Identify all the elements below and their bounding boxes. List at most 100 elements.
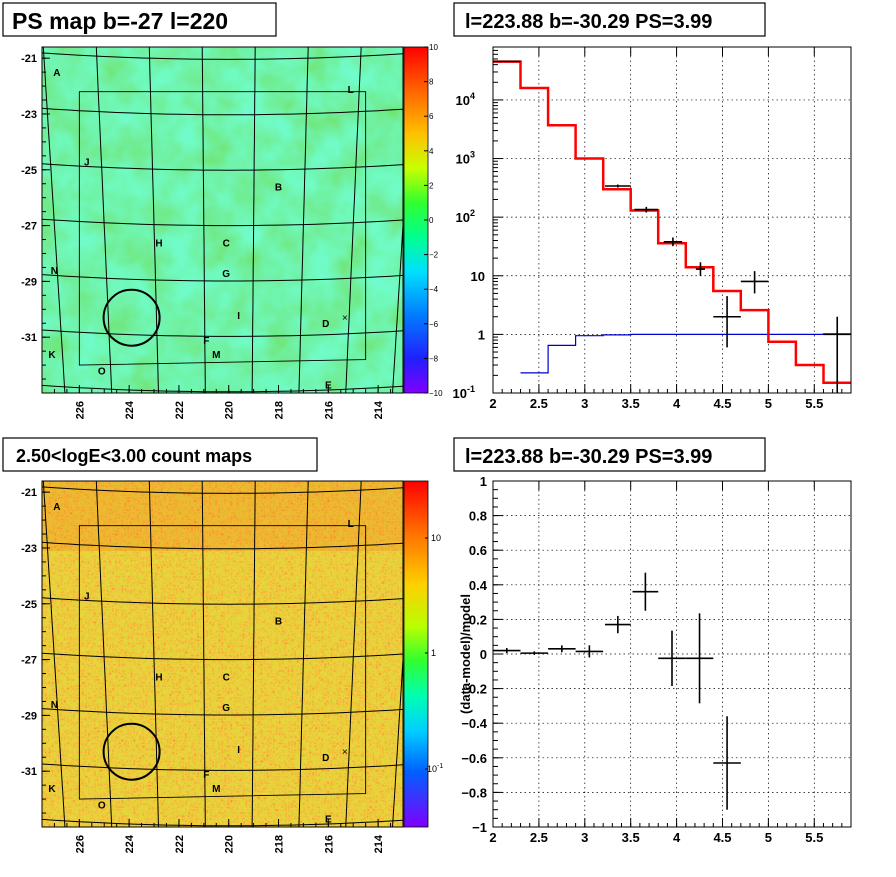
count-map-longitude-line bbox=[148, 481, 160, 827]
ps-map-colorbar-label: 0 bbox=[429, 216, 434, 225]
spectrum-ytick-label: 10 bbox=[471, 269, 485, 284]
residual-ytick-label: −1 bbox=[472, 820, 487, 835]
ps-map-frame bbox=[41, 46, 404, 394]
ps-map-panel: PS map b=-27 l=220 ALJBHCNGIDFMKOE × -21… bbox=[2, 2, 443, 419]
ps-map-source-label-G: G bbox=[222, 269, 230, 280]
count-map-xtick-label: 220 bbox=[224, 835, 236, 853]
ps-map-cross-marker: × bbox=[342, 313, 348, 324]
count-map-panel: 2.50<logE<3.00 count maps A L J B H C N G I D FM K O… bbox=[2, 437, 443, 853]
ps-map-xtick-label: 214 bbox=[373, 400, 385, 419]
count-map-longitude-line bbox=[95, 481, 113, 827]
spectrum-ytick-label: 102 bbox=[456, 208, 475, 225]
residual-xtick-label: 5.5 bbox=[805, 830, 823, 845]
spectrum-data-point bbox=[823, 316, 851, 393]
count-map-latitude-line bbox=[42, 541, 403, 550]
residual-ytick-label: −0.8 bbox=[461, 785, 487, 800]
ps-map-xtick-label: 222 bbox=[174, 401, 186, 419]
spectrum-data-point bbox=[663, 237, 683, 247]
count-map-xtick-label: 214 bbox=[373, 834, 385, 853]
spectrum-xtick-label: 2 bbox=[489, 396, 496, 411]
residual-xtick-label: 2.5 bbox=[530, 830, 548, 845]
residual-ytick-label: −0.2 bbox=[461, 682, 487, 697]
ps-map-source-label-L: L bbox=[348, 85, 354, 96]
count-map-target-circle bbox=[102, 722, 161, 781]
ps-map-colorbar-label: 4 bbox=[429, 147, 434, 156]
spectrum-plot-area bbox=[493, 47, 851, 393]
residual-data-point bbox=[520, 651, 549, 655]
ps-map-source-label-F: F bbox=[203, 336, 209, 347]
ps-map-longitude-line bbox=[298, 47, 309, 393]
count-map-ytick-label: -21 bbox=[21, 487, 37, 499]
residual-data-point bbox=[632, 572, 659, 611]
ps-map-xtick-label: 224 bbox=[124, 400, 136, 419]
residual-xtick-label: 2 bbox=[489, 830, 496, 845]
residual-data-point bbox=[658, 630, 686, 687]
ps-map-longitude-line bbox=[345, 47, 362, 393]
count-map-source-label-D: D bbox=[322, 753, 329, 764]
count-map-source-label-N: N bbox=[51, 700, 58, 711]
count-map-title-box bbox=[2, 437, 318, 472]
residual-ytick-label: 0 bbox=[480, 647, 487, 662]
ps-map-ytick-label: -21 bbox=[21, 53, 37, 65]
ps-map-colorbar-label: −4 bbox=[429, 285, 439, 294]
count-map-axes: -21 -23 -25 -27 -29 -31 226 224 222 220 218 216 214 bbox=[21, 487, 404, 853]
count-map-ytick-label: -23 bbox=[21, 543, 37, 555]
spectrum-data-point bbox=[634, 206, 659, 213]
ps-map-coordinate-grid bbox=[42, 47, 403, 393]
ps-map-latitude-line bbox=[42, 107, 403, 116]
ps-map-source-label-B: B bbox=[275, 183, 282, 194]
spectrum-xtick-label: 5 bbox=[765, 396, 772, 411]
ps-map-ytick-label: -25 bbox=[21, 165, 37, 177]
ps-map-latitude-line bbox=[42, 163, 403, 171]
ps-map-latitude-line bbox=[42, 274, 403, 282]
spectrum-xtick-label: 4.5 bbox=[713, 396, 731, 411]
residual-ytick-label: −0.6 bbox=[461, 751, 487, 766]
spectrum-xtick-label: 5.5 bbox=[805, 396, 823, 411]
count-map-colorbar-label-1: 1 bbox=[431, 648, 436, 658]
ps-map-colorbar-label: −6 bbox=[429, 320, 439, 329]
spectrum-xtick-label: 2.5 bbox=[530, 396, 548, 411]
spectrum-title: l=223.88 b=-30.29 PS=3.99 bbox=[465, 11, 712, 33]
spectrum-background-model-line bbox=[520, 333, 851, 374]
count-map-longitude-line bbox=[42, 481, 66, 827]
spectrum-ytick-label: 104 bbox=[456, 91, 475, 108]
ps-map-colorbar-ticks: 10 8 6 4 2 0 −2 −4 −6 −8 −10 bbox=[424, 43, 443, 398]
count-map-ytick-label: -25 bbox=[21, 599, 37, 611]
count-map-source-label-B: B bbox=[275, 617, 282, 628]
count-map-title: 2.50<logE<3.00 count maps bbox=[16, 446, 252, 466]
residual-xtick-label: 3 bbox=[581, 830, 588, 845]
residual-title: l=223.88 b=-30.29 PS=3.99 bbox=[465, 446, 712, 468]
count-map-colorbar-ticks: 10 1 10-1 bbox=[425, 533, 443, 774]
count-map-source-label-A: A bbox=[53, 502, 60, 513]
count-map-latitude-line bbox=[42, 597, 403, 605]
ps-map-source-label-N: N bbox=[51, 266, 58, 277]
residual-xtick-label: 4 bbox=[673, 830, 681, 845]
ps-map-xtick-label: 216 bbox=[323, 401, 335, 419]
ps-map-title: PS map b=-27 l=220 bbox=[12, 8, 228, 34]
spectrum-xtick-label: 3.5 bbox=[622, 396, 640, 411]
count-map-colorbar-label-0.1: 10-1 bbox=[427, 763, 443, 774]
count-map-xtick-label: 218 bbox=[274, 835, 286, 853]
ps-map-image bbox=[42, 47, 403, 393]
ps-map-source-label-A: A bbox=[53, 68, 60, 79]
residual-ytick-label: 0.6 bbox=[469, 543, 487, 558]
residual-ytick-label: 0.2 bbox=[469, 612, 487, 627]
count-map-survey-boundary bbox=[78, 525, 367, 800]
residual-data-point bbox=[493, 647, 521, 654]
count-map-latitude-line bbox=[42, 652, 403, 661]
residual-xtick-label: 3.5 bbox=[622, 830, 640, 845]
count-map-latitude-line bbox=[42, 708, 403, 716]
count-map-xtick-label: 216 bbox=[323, 835, 335, 853]
residual-panel: l=223.88 b=-30.29 PS=3.99 2 2.5 3 3.5 4 4.5 5 5… bbox=[453, 437, 852, 845]
spectrum-panel: l=223.88 b=-30.29 PS=3.99 2 2.5 3 3.5 4 4.5 5 5… bbox=[453, 2, 852, 411]
spectrum-total-model-line bbox=[493, 60, 851, 384]
count-map-colorbar-label-10: 10 bbox=[431, 533, 441, 543]
count-map-source-label-J: J bbox=[84, 591, 90, 602]
ps-map-colorbar-label: −2 bbox=[429, 251, 439, 260]
residual-title-box bbox=[453, 437, 766, 472]
count-map-xtick-label: 226 bbox=[74, 835, 86, 853]
residual-xtick-label: 4.5 bbox=[713, 830, 731, 845]
residual-ytick-label: −0.4 bbox=[461, 716, 487, 731]
